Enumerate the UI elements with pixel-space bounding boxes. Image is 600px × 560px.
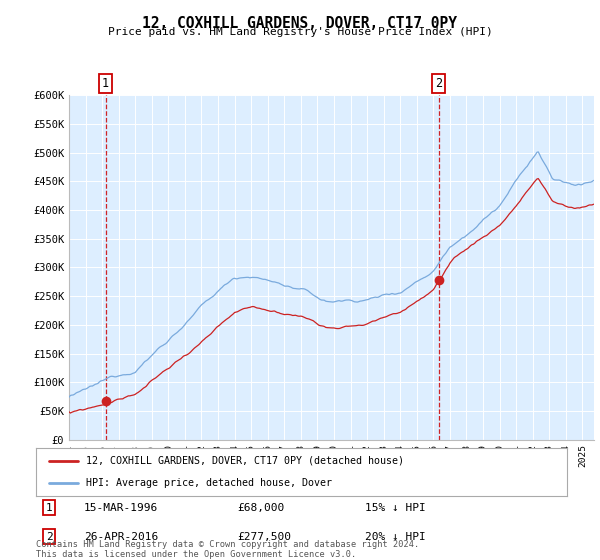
Text: HPI: Average price, detached house, Dover: HPI: Average price, detached house, Dove… — [86, 478, 332, 488]
Text: 1: 1 — [46, 503, 53, 512]
Text: 12, COXHILL GARDENS, DOVER, CT17 0PY (detached house): 12, COXHILL GARDENS, DOVER, CT17 0PY (de… — [86, 456, 404, 466]
Text: 2: 2 — [435, 77, 442, 90]
Text: 1: 1 — [102, 77, 109, 90]
Text: 15% ↓ HPI: 15% ↓ HPI — [365, 503, 426, 512]
Text: £68,000: £68,000 — [238, 503, 285, 512]
Text: 20% ↓ HPI: 20% ↓ HPI — [365, 531, 426, 542]
Text: Price paid vs. HM Land Registry's House Price Index (HPI): Price paid vs. HM Land Registry's House … — [107, 27, 493, 37]
Text: 12, COXHILL GARDENS, DOVER, CT17 0PY: 12, COXHILL GARDENS, DOVER, CT17 0PY — [143, 16, 458, 31]
Text: 26-APR-2016: 26-APR-2016 — [84, 531, 158, 542]
Text: 2: 2 — [46, 531, 53, 542]
Text: £277,500: £277,500 — [238, 531, 292, 542]
Text: Contains HM Land Registry data © Crown copyright and database right 2024.
This d: Contains HM Land Registry data © Crown c… — [36, 540, 419, 559]
Text: 15-MAR-1996: 15-MAR-1996 — [84, 503, 158, 512]
